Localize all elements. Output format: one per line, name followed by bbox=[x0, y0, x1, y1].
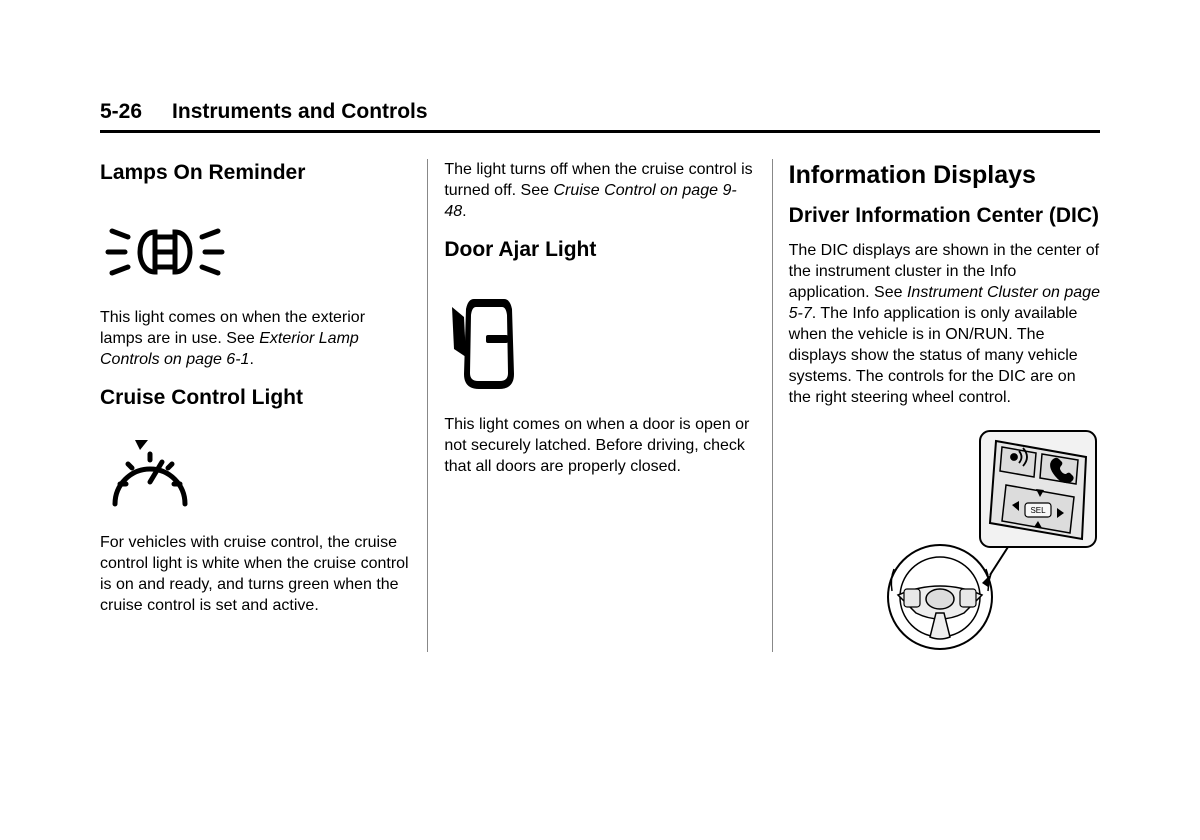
heading-dic: Driver Information Center (DIC) bbox=[789, 202, 1100, 230]
cruise-off-text: The light turns off when the cruise cont… bbox=[444, 159, 755, 222]
heading-information-displays: Information Displays bbox=[789, 159, 1100, 192]
column-3: Information Displays Driver Information … bbox=[773, 159, 1100, 652]
column-1: Lamps On Reminder This l bbox=[100, 159, 428, 652]
door-ajar-text: This light comes on when a door is open … bbox=[444, 414, 755, 477]
lamps-on-icon bbox=[100, 197, 411, 307]
heading-door-ajar-light: Door Ajar Light bbox=[444, 236, 755, 264]
steering-wheel-illustration: SEL bbox=[789, 427, 1100, 652]
page-header: 5-26 Instruments and Controls bbox=[100, 100, 1100, 133]
content-columns: Lamps On Reminder This l bbox=[100, 159, 1100, 652]
text-span: . The Info application is only available… bbox=[789, 305, 1078, 406]
heading-cruise-control-light: Cruise Control Light bbox=[100, 384, 411, 412]
column-2: The light turns off when the cruise cont… bbox=[428, 159, 772, 652]
cruise-control-text: For vehicles with cruise control, the cr… bbox=[100, 532, 411, 616]
chapter-title: Instruments and Controls bbox=[172, 100, 428, 124]
page-number: 5-26 bbox=[100, 100, 142, 124]
door-ajar-icon bbox=[444, 274, 755, 414]
lamps-on-text: This light comes on when the exterior la… bbox=[100, 307, 411, 370]
text-span: . bbox=[249, 351, 253, 368]
heading-lamps-on-reminder: Lamps On Reminder bbox=[100, 159, 411, 187]
cruise-control-icon bbox=[100, 422, 411, 532]
sel-label: SEL bbox=[1030, 506, 1046, 515]
dic-text: The DIC displays are shown in the center… bbox=[789, 240, 1100, 409]
text-span: . bbox=[462, 203, 466, 220]
